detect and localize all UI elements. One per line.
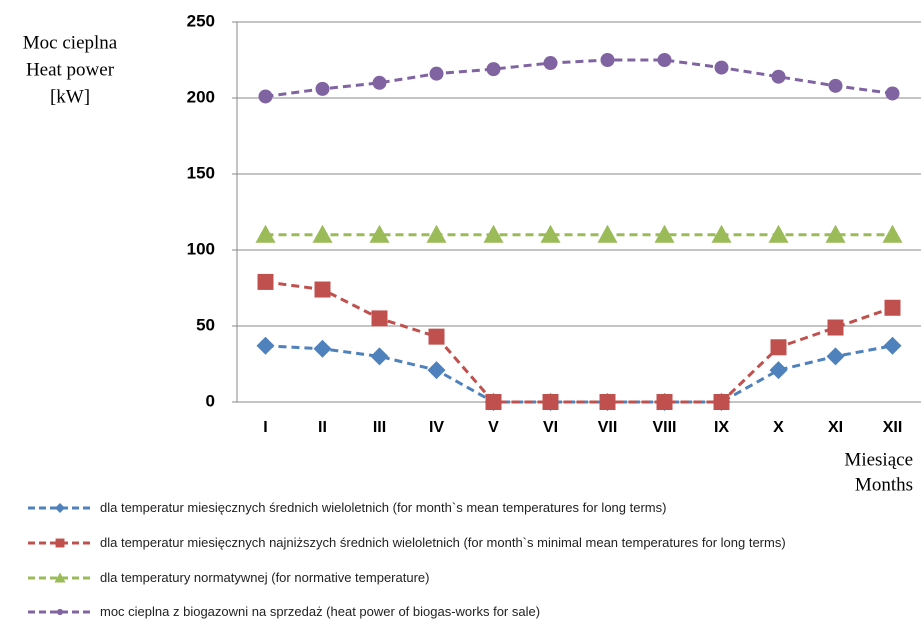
marker (258, 89, 273, 104)
marker (599, 394, 616, 410)
legend-label: moc cieplna z biogazowni na sprzedaż (he… (100, 604, 541, 619)
marker (656, 394, 673, 410)
marker (825, 224, 846, 243)
x-tick-label: V (488, 419, 499, 436)
y-tick-label: 150 (187, 163, 215, 182)
marker (711, 224, 732, 243)
marker (372, 75, 387, 90)
x-tick-label: XI (828, 419, 843, 436)
marker (713, 394, 730, 410)
x-axis-label: Months (855, 474, 913, 495)
marker (429, 66, 444, 81)
series-line (265, 280, 893, 404)
series-line (265, 344, 893, 404)
x-tick-label: III (373, 419, 386, 436)
marker (312, 224, 333, 243)
x-tick-label: XII (883, 419, 903, 436)
marker (371, 310, 388, 327)
x-axis-label: Miesiące (844, 449, 913, 470)
marker (313, 339, 332, 358)
x-tick-label: VI (543, 419, 558, 436)
x-tick-label: IX (714, 419, 729, 436)
x-tick-label: VIII (652, 419, 676, 436)
legend-marker (54, 572, 66, 583)
y-tick-label: 200 (187, 87, 215, 106)
marker (600, 53, 615, 67)
legend-marker (55, 503, 65, 513)
marker (483, 224, 504, 243)
marker (427, 361, 446, 380)
y-axis-label: [kW] (50, 86, 90, 107)
marker (828, 78, 843, 93)
marker (769, 361, 788, 380)
marker (657, 53, 672, 67)
legend-item (28, 608, 92, 616)
marker (314, 281, 331, 298)
marker (714, 60, 729, 75)
marker (597, 224, 618, 243)
marker (255, 224, 276, 243)
legend-item (28, 538, 92, 548)
marker (256, 336, 275, 355)
legend-label: dla temperatury normatywnej (for normati… (100, 570, 430, 585)
marker (770, 339, 787, 356)
marker (882, 224, 903, 243)
marker (543, 56, 558, 71)
marker (369, 224, 390, 243)
marker (771, 69, 786, 84)
y-tick-label: 0 (206, 391, 215, 410)
x-tick-label: II (318, 419, 327, 436)
legend-item (28, 503, 92, 513)
y-tick-label: 250 (187, 11, 215, 30)
marker (768, 224, 789, 243)
legend-label: dla temperatur miesięcznych najniższych … (100, 535, 786, 550)
x-tick-label: VII (598, 419, 618, 436)
x-tick-label: IV (429, 419, 444, 436)
marker (370, 347, 389, 366)
y-axis-label: Heat power (26, 59, 115, 80)
y-tick-label: 50 (196, 315, 215, 334)
marker (884, 299, 901, 316)
marker (826, 347, 845, 366)
marker (426, 224, 447, 243)
marker (486, 62, 501, 77)
marker (540, 224, 561, 243)
series-line (265, 58, 893, 98)
legend-item (28, 572, 92, 583)
y-tick-label: 100 (187, 239, 215, 258)
marker (315, 81, 330, 96)
legend-label: dla temperatur miesięcznych średnich wie… (100, 500, 667, 515)
marker (883, 336, 902, 355)
legend-marker (56, 608, 64, 616)
marker (827, 319, 844, 336)
marker (542, 394, 559, 410)
marker (885, 86, 900, 101)
x-tick-label: I (263, 419, 267, 436)
marker (428, 328, 445, 345)
marker (257, 273, 274, 290)
x-tick-label: X (773, 419, 784, 436)
y-axis-label: Moc cieplna (23, 32, 118, 53)
marker (485, 394, 502, 410)
legend-marker (55, 538, 65, 548)
marker (654, 224, 675, 243)
